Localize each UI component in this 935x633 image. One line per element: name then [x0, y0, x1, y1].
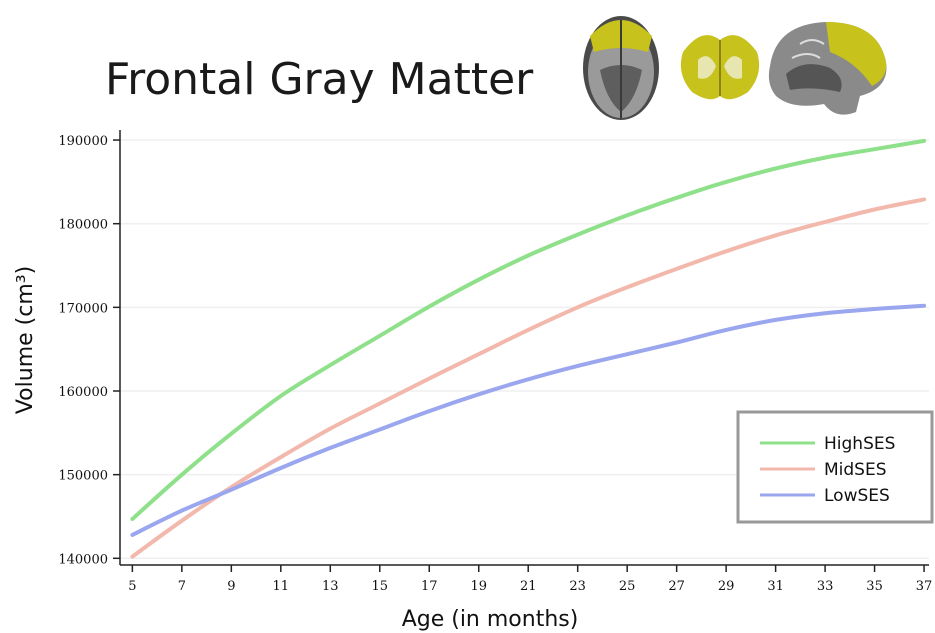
chart-title: Frontal Gray Matter: [105, 54, 534, 105]
x-tick-label-2: 9: [227, 579, 235, 594]
series-line-MidSES: [130, 197, 927, 559]
x-tick-label-14: 33: [817, 579, 834, 594]
coronal-brain-icon: [680, 35, 760, 100]
y-ticks: 140000 150000 160000 170000 180000 190000: [58, 134, 120, 567]
x-tick-label-16: 37: [916, 579, 933, 594]
x-tick-label-4: 13: [322, 579, 339, 594]
x-axis-label: Age (in months): [402, 607, 579, 632]
x-tick-label-8: 21: [520, 579, 537, 594]
y-tick-label-0: 140000: [58, 552, 108, 567]
x-tick-label-9: 23: [569, 579, 586, 594]
axial-brain-icon: [583, 16, 659, 120]
y-tick-label-5: 190000: [58, 134, 108, 149]
y-tick-label-2: 160000: [58, 385, 108, 400]
x-tick-label-1: 7: [178, 579, 186, 594]
y-tick-label-4: 180000: [58, 218, 108, 233]
x-tick-label-11: 27: [668, 579, 685, 594]
x-tick-label-6: 17: [421, 579, 438, 594]
y-tick-label-3: 170000: [58, 301, 108, 316]
x-tick-label-7: 19: [470, 579, 487, 594]
x-tick-label-10: 25: [619, 579, 636, 594]
series-line-LowSES: [130, 303, 927, 537]
y-tick-label-1: 150000: [58, 469, 108, 484]
x-tick-label-15: 35: [866, 579, 883, 594]
y-axis-label: Volume (cm³): [13, 266, 38, 414]
x-tick-label-0: 5: [128, 579, 136, 594]
legend: HighSES MidSES LowSES: [736, 410, 934, 524]
x-tick-label-5: 15: [371, 579, 388, 594]
series-line-HighSES: [130, 138, 927, 521]
x-tick-label-3: 11: [273, 579, 290, 594]
x-tick-label-12: 29: [718, 579, 735, 594]
x-ticks: 5 7 9 11 13 15 17 19 21 23 25 27 29 31 33 35 37: [128, 565, 932, 594]
axes: [119, 130, 929, 566]
legend-label-1: MidSES: [824, 460, 887, 480]
sagittal-brain-icon: [768, 22, 887, 115]
series-lines: [130, 138, 927, 559]
x-tick-label-13: 31: [767, 579, 784, 594]
legend-label-2: LowSES: [824, 486, 890, 506]
legend-label-0: HighSES: [824, 434, 895, 454]
legend-box: [736, 410, 934, 524]
